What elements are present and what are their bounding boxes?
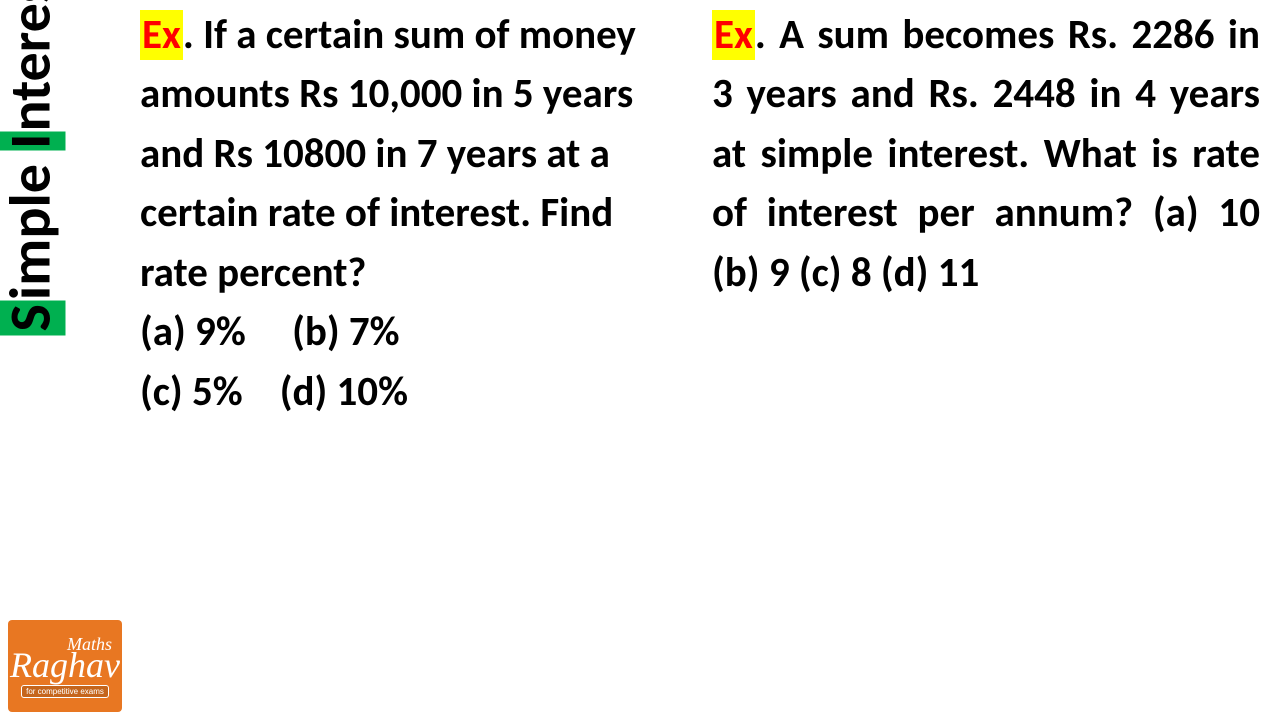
question-1-options-row2: (c) 5% (d) 10% (140, 363, 688, 422)
question-2: Ex. A sum becomes Rs. 2286 in 3 years an… (712, 6, 1260, 422)
example-label: Ex (712, 10, 755, 60)
title-part-nterest: nterest (0, 0, 66, 132)
question-1: Ex. If a certain sum of money amounts Rs… (140, 6, 688, 422)
channel-logo: Maths Raghav for competitive exams (8, 620, 122, 712)
question-1-options-row1: (a) 9% (b) 7% (140, 303, 688, 362)
title-letter-s: S (0, 300, 66, 335)
example-label: Ex (140, 10, 183, 60)
sidebar: Simple Interest(SI) Maths Raghav for com… (0, 0, 130, 720)
logo-name: Raghav (10, 647, 120, 683)
question-1-text: . If a certain sum of money amounts Rs 1… (140, 10, 636, 298)
content-area: Ex. If a certain sum of money amounts Rs… (140, 6, 1260, 422)
title-part-imple: imple (0, 151, 66, 300)
logo-tagline: for competitive exams (21, 685, 109, 698)
title-letter-i: I (0, 132, 66, 151)
question-2-text: . A sum becomes Rs. 2286 in 3 years and … (712, 10, 1260, 298)
topic-title: Simple Interest(SI) (0, 0, 66, 336)
